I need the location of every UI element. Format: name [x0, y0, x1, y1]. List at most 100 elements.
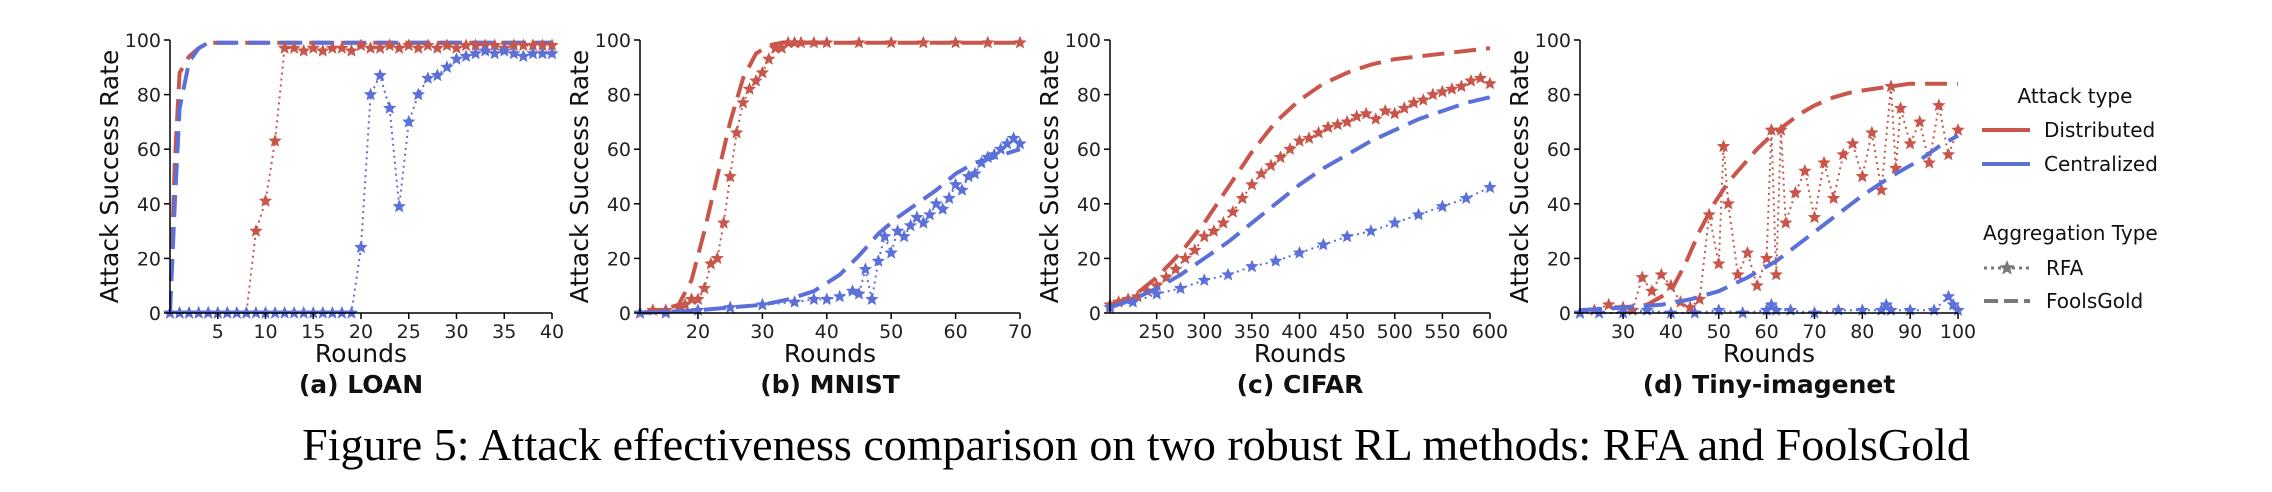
x-axis-label: Rounds: [784, 339, 876, 368]
x-tick-label: 10: [253, 321, 277, 343]
data-point-centralized-rfa: [897, 229, 911, 243]
data-point-centralized-rfa: [865, 292, 879, 305]
series-line-centralized-foolsgold: [1109, 95, 1491, 310]
data-point-distributed-rfa: [1693, 292, 1707, 305]
data-point-centralized-rfa: [891, 224, 905, 237]
x-tick-label: 500: [1377, 321, 1413, 343]
data-point-distributed-rfa: [1779, 215, 1793, 229]
series-line-centralized-foolsgold: [639, 147, 1021, 315]
y-tick-label: 40: [137, 194, 161, 216]
data-point-centralized-rfa: [526, 46, 540, 60]
data-point-distributed-rfa: [268, 134, 282, 147]
data-point-centralized-rfa: [1388, 215, 1402, 229]
data-point-distributed-rfa: [258, 194, 273, 207]
series-line-distributed-foolsgold: [1109, 46, 1491, 307]
data-point-distributed-rfa: [678, 297, 692, 311]
data-point-distributed-rfa: [1473, 71, 1488, 84]
data-point-distributed-rfa: [1013, 35, 1027, 49]
data-point-distributed-rfa: [1721, 196, 1735, 210]
y-tick-label: 20: [1077, 248, 1101, 270]
y-tick-label: 100: [1065, 30, 1101, 52]
x-tick-label: 20: [349, 321, 373, 343]
x-tick-label: 90: [1898, 321, 1922, 343]
data-point-distributed-rfa: [1913, 114, 1927, 128]
data-point-centralized-rfa: [478, 43, 492, 57]
data-point-distributed-rfa: [1235, 191, 1249, 204]
y-tick-label: 20: [1547, 248, 1571, 270]
data-point-centralized-rfa: [459, 49, 473, 62]
data-point-distributed-rfa: [1874, 183, 1889, 196]
data-point-distributed-rfa: [1302, 131, 1316, 144]
data-point-distributed-rfa: [1226, 205, 1240, 218]
data-point-distributed-rfa: [1903, 136, 1917, 150]
x-tick-label: 300: [1186, 321, 1222, 343]
data-point-centralized-rfa: [383, 101, 397, 114]
data-point-distributed-rfa: [1865, 125, 1879, 139]
data-point-distributed-rfa: [1464, 74, 1478, 87]
y-tick-label: 80: [137, 85, 161, 107]
data-point-distributed-rfa: [981, 35, 995, 49]
x-tick-label: 70: [1802, 321, 1826, 343]
data-point-distributed-rfa: [1922, 155, 1936, 169]
data-point-distributed-rfa: [545, 38, 559, 52]
data-point-distributed-rfa: [1426, 87, 1440, 101]
figure-caption: Figure 5: Attack effectiveness compariso…: [302, 419, 1970, 470]
data-point-centralized-rfa: [468, 46, 483, 60]
data-point-distributed-rfa: [488, 38, 502, 52]
data-point-distributed-rfa: [344, 43, 359, 57]
x-tick-label: 30: [444, 321, 468, 343]
data-point-centralized-rfa: [936, 202, 950, 215]
x-tick-label: 25: [397, 321, 421, 343]
series-line-distributed-rfa: [1109, 77, 1491, 306]
data-point-centralized-rfa: [1783, 303, 1798, 316]
x-tick-label: 15: [301, 321, 325, 343]
data-point-distributed-rfa: [1807, 210, 1822, 224]
data-point-distributed-rfa: [691, 292, 705, 305]
data-point-distributed-rfa: [1397, 101, 1411, 114]
data-point-centralized-rfa: [411, 87, 425, 101]
data-point-centralized-rfa: [1340, 229, 1354, 243]
x-tick-label: 50: [879, 321, 903, 343]
data-point-distributed-rfa: [468, 38, 483, 52]
data-point-centralized-rfa: [884, 245, 898, 259]
y-tick-label: 60: [607, 139, 631, 161]
series-line-centralized-rfa: [1109, 186, 1491, 309]
data-point-distributed-rfa: [1941, 147, 1956, 161]
y-tick-label: 40: [607, 194, 631, 216]
x-tick-label: 600: [1472, 321, 1508, 343]
legend-label-distributed: Distributed: [2044, 118, 2155, 142]
data-point-distributed-rfa: [1645, 284, 1659, 297]
y-tick-label: 60: [137, 139, 161, 161]
series-line-distributed-rfa: [170, 44, 552, 314]
data-point-distributed-rfa: [704, 256, 718, 270]
data-point-distributed-rfa: [794, 35, 808, 49]
series-line-centralized-rfa: [170, 49, 552, 314]
data-point-centralized-rfa: [1316, 237, 1330, 251]
data-point-distributed-rfa: [402, 38, 416, 52]
data-point-distributed-rfa: [535, 38, 550, 52]
y-axis-label: Attack Success Rate: [565, 50, 594, 304]
data-point-distributed-rfa: [736, 95, 750, 109]
data-point-centralized-rfa: [948, 177, 963, 191]
y-tick-label: 20: [137, 248, 161, 270]
data-point-distributed-rfa: [1245, 177, 1259, 191]
data-point-distributed-rfa: [852, 35, 866, 49]
y-tick-label: 100: [1535, 30, 1571, 52]
data-point-distributed-rfa: [1932, 98, 1946, 112]
data-point-distributed-rfa: [1388, 106, 1402, 120]
data-point-centralized-rfa: [1411, 207, 1426, 221]
x-axis-label: Rounds: [1254, 339, 1346, 368]
x-tick-label: 5: [212, 321, 224, 343]
data-point-distributed-rfa: [1273, 150, 1288, 164]
data-point-centralized-rfa: [363, 87, 378, 101]
x-tick-label: 250: [1139, 321, 1175, 343]
data-point-centralized-rfa: [1013, 136, 1027, 150]
data-point-distributed-rfa: [1602, 297, 1616, 311]
data-point-distributed-rfa: [1788, 185, 1802, 199]
data-point-distributed-rfa: [383, 38, 397, 52]
series-line-centralized-foolsgold: [1579, 133, 1959, 313]
data-point-centralized-rfa: [858, 262, 873, 275]
y-tick-label: 80: [607, 85, 631, 107]
y-axis-label: Attack Success Rate: [95, 50, 124, 304]
